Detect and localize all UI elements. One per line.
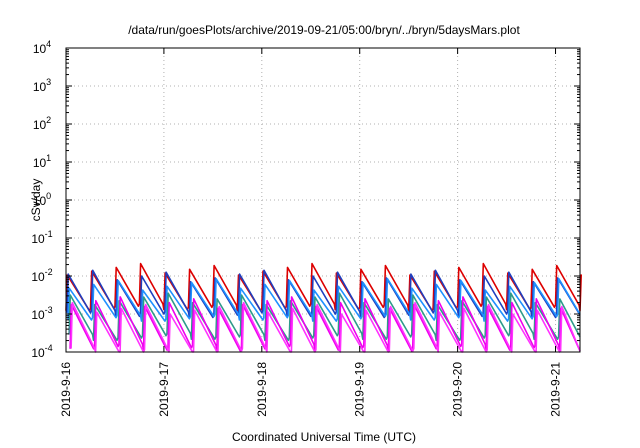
- x-tick-label: 2019-9-20: [451, 362, 465, 417]
- grid: [66, 48, 580, 352]
- series-line: [70, 301, 581, 353]
- series-line: [68, 292, 581, 342]
- y-tick-label: 10-4: [31, 343, 52, 360]
- series-line: [65, 262, 582, 312]
- chart-title: /data/run/goesPlots/archive/2019-09-21/0…: [128, 23, 520, 37]
- y-tick-label: 104: [33, 39, 51, 56]
- y-tick-label: 102: [33, 115, 51, 132]
- series-line: [69, 296, 581, 352]
- x-tick-label: 2019-9-17: [157, 362, 171, 417]
- y-axis-label: cSv/day: [29, 179, 43, 222]
- series-line: [67, 277, 581, 322]
- x-axis-label: Coordinated Universal Time (UTC): [232, 430, 416, 444]
- y-tick-label: 10-1: [31, 229, 52, 246]
- plot-series: [65, 262, 582, 353]
- y-ticks: 10-4 10-3 10-2 10-1 100 101 102 103 104: [31, 39, 580, 360]
- x-tick-label: 2019-9-16: [59, 362, 73, 417]
- y-tick-label: 103: [33, 77, 51, 94]
- x-tick-label: 2019-9-21: [549, 362, 563, 417]
- y-tick-label: 101: [33, 153, 51, 170]
- y-tick-label: 100: [33, 191, 51, 208]
- x-tick-label: 2019-9-19: [353, 362, 367, 417]
- y-tick-label: 10-2: [31, 267, 52, 284]
- x-ticks: 2019-9-16 2019-9-17 2019-9-18 2019-9-19 2019…: [59, 48, 563, 417]
- x-tick-label: 2019-9-18: [255, 362, 269, 417]
- y-tick-label: 10-3: [31, 305, 52, 322]
- series-line: [66, 269, 581, 319]
